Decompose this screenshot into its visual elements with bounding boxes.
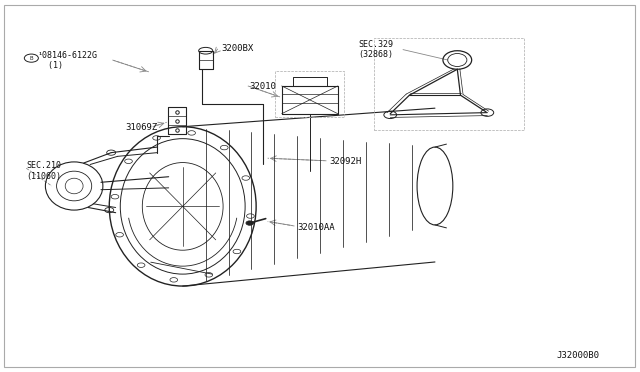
Text: 32010AA: 32010AA xyxy=(298,223,335,232)
Text: SEC.210
(11060): SEC.210 (11060) xyxy=(26,161,61,181)
Text: B: B xyxy=(29,56,33,61)
Text: 31069Z: 31069Z xyxy=(125,123,157,132)
Text: 3200BX: 3200BX xyxy=(221,44,253,53)
Text: SEC.329
(32868): SEC.329 (32868) xyxy=(358,40,394,59)
Text: 32010: 32010 xyxy=(250,82,276,91)
Text: ¹08146-6122G
  (1): ¹08146-6122G (1) xyxy=(38,51,98,70)
Text: J32000B0: J32000B0 xyxy=(556,351,599,360)
Text: 32092H: 32092H xyxy=(330,157,362,166)
Circle shape xyxy=(246,221,253,225)
